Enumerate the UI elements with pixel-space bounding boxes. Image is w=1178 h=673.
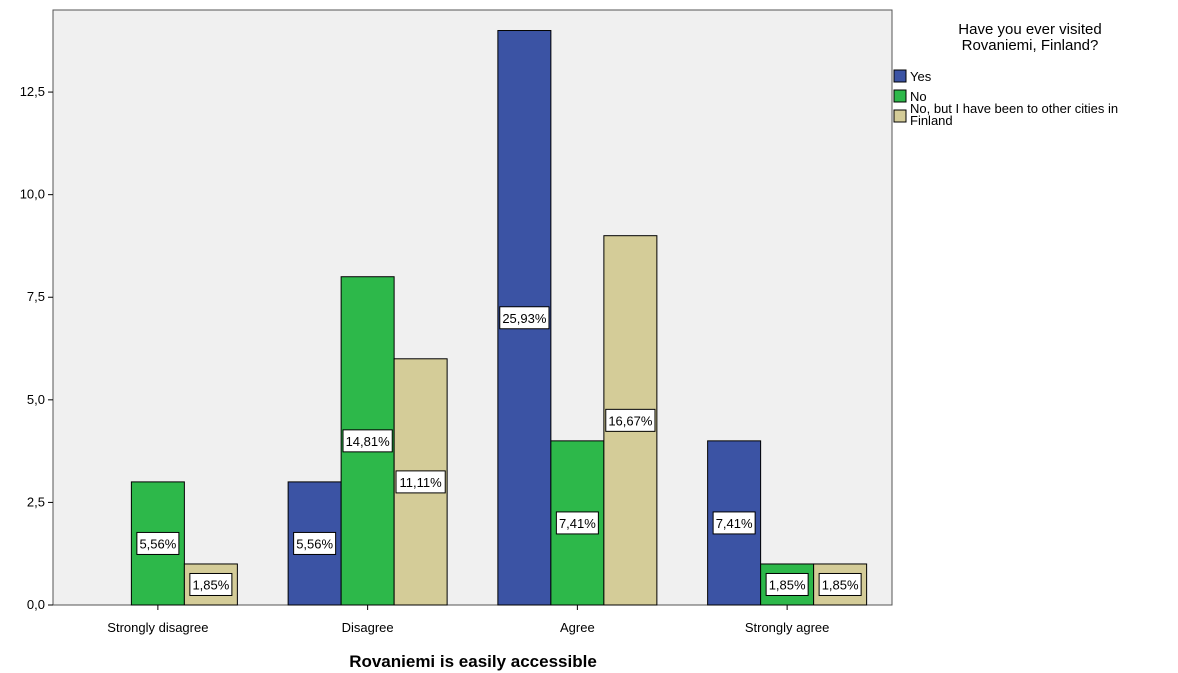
x-tick-label: Strongly agree <box>745 620 830 635</box>
legend-label: No, but I have been to other cities in Fi… <box>910 101 1118 128</box>
data-label-box <box>136 531 180 555</box>
data-label: 1,85% <box>192 577 229 592</box>
legend-title: Have you ever visited Rovaniemi, Finland? <box>958 21 1101 54</box>
data-label: 25,93% <box>502 311 547 326</box>
legend-label: No <box>910 89 927 104</box>
data-label: 1,85% <box>822 577 859 592</box>
y-tick-label: 0,0 <box>27 597 45 612</box>
y-tick-label: 10,0 <box>20 187 45 202</box>
y-tick-label: 12,5 <box>20 84 45 99</box>
data-label: 7,41% <box>716 516 753 531</box>
y-tick-label: 5,0 <box>27 392 45 407</box>
legend-swatch <box>893 89 907 103</box>
data-label: 1,85% <box>769 577 806 592</box>
data-labels: 5,56% 1,85% 5,56% 14,81% 11,11% 25,93% 7,41% 16… <box>136 306 862 596</box>
data-label: 7,41% <box>559 516 596 531</box>
legend: Have you ever visited Rovaniemi, Finland?… <box>893 21 1118 128</box>
data-label-box <box>765 572 809 596</box>
legend-swatch <box>893 109 907 123</box>
data-label-box <box>499 306 550 330</box>
data-label-box <box>555 511 599 535</box>
data-label-box <box>712 511 756 535</box>
x-axis-label: Rovaniemi is easily accessible <box>349 652 597 671</box>
data-label-box <box>605 408 656 432</box>
data-label-box <box>342 429 393 453</box>
y-tick-label: 7,5 <box>27 289 45 304</box>
data-label-box <box>189 572 233 596</box>
data-label: 11,11% <box>400 475 443 490</box>
data-label-box <box>395 470 446 494</box>
data-label: 5,56% <box>139 536 176 551</box>
legend-label: Yes <box>910 69 932 84</box>
y-axis: 0,0 2,5 5,0 7,5 10,0 12,5 <box>20 84 53 612</box>
x-tick-label: Strongly disagree <box>107 620 208 635</box>
x-axis: Strongly disagree Disagree Agree Strongly a… <box>107 605 829 635</box>
data-label: 16,67% <box>608 413 653 428</box>
data-label-box <box>818 572 862 596</box>
x-tick-label: Disagree <box>342 620 394 635</box>
x-tick-label: Agree <box>560 620 595 635</box>
y-tick-label: 2,5 <box>27 494 45 509</box>
data-label: 14,81% <box>346 434 391 449</box>
data-label: 5,56% <box>296 536 333 551</box>
legend-swatch <box>893 69 907 83</box>
data-label-box <box>293 531 337 555</box>
